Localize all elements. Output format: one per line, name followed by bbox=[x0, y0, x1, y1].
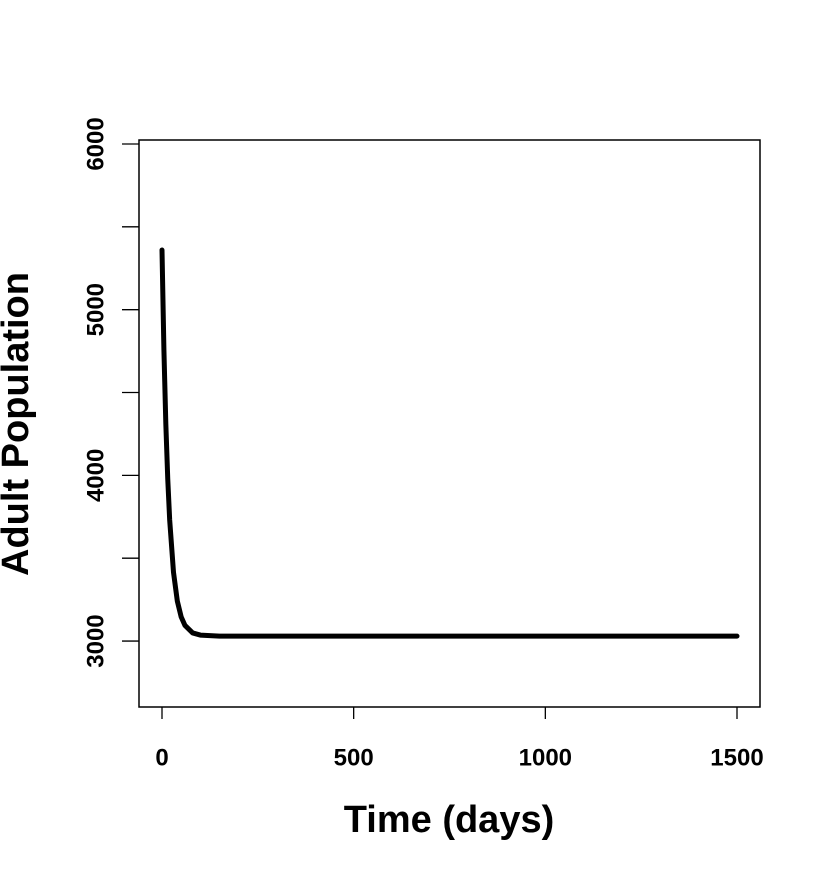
x-tick-label: 1500 bbox=[710, 744, 763, 771]
x-tick-label: 1000 bbox=[519, 744, 572, 771]
x-tick-label: 0 bbox=[155, 744, 168, 771]
plot-frame bbox=[138, 139, 761, 708]
y-tick-label: 5000 bbox=[82, 283, 109, 336]
y-tick-label: 6000 bbox=[82, 117, 109, 170]
y-tick-label: 4000 bbox=[82, 449, 109, 502]
data-line bbox=[159, 247, 740, 639]
y-axis-title: Adult Population bbox=[0, 272, 37, 576]
x-axis-title: Time (days) bbox=[344, 799, 554, 841]
y-tick-label: 3000 bbox=[82, 614, 109, 667]
x-tick-label: 500 bbox=[334, 744, 374, 771]
